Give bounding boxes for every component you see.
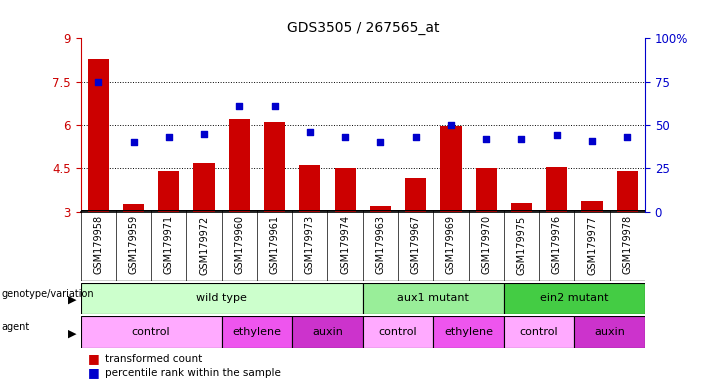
Bar [581,202,603,212]
Text: GSM179958: GSM179958 [93,215,103,275]
Point [410,134,421,140]
Bar [88,59,109,212]
Bar [292,316,363,348]
Point [198,131,210,137]
Text: ■: ■ [88,352,100,365]
Point [481,136,492,142]
Bar [574,316,645,348]
Point [339,134,350,140]
Point [233,103,245,109]
Point [93,79,104,85]
Text: ethylene: ethylene [233,327,282,337]
Bar [511,203,532,212]
Text: ■: ■ [88,366,100,379]
Bar [440,126,461,212]
Text: GSM179969: GSM179969 [446,215,456,274]
Text: ▶: ▶ [68,328,76,338]
Text: aux1 mutant: aux1 mutant [397,293,469,303]
Text: GSM179959: GSM179959 [128,215,139,275]
Text: ethylene: ethylene [444,327,493,337]
Bar [193,162,215,212]
Bar [363,316,433,348]
Bar [546,167,567,212]
Point [269,103,280,109]
Point [587,137,598,144]
Text: GSM179970: GSM179970 [481,215,491,275]
Bar [264,122,285,212]
Text: genotype/variation: genotype/variation [1,289,94,299]
Text: wild type: wild type [196,293,247,303]
Text: GSM179967: GSM179967 [411,215,421,275]
Point [304,129,315,135]
Text: GSM179961: GSM179961 [270,215,280,274]
Bar [222,316,292,348]
Point [516,136,527,142]
Text: control: control [132,327,170,337]
Text: control: control [520,327,559,337]
Text: ein2 mutant: ein2 mutant [540,293,608,303]
Bar [158,171,179,212]
Bar [405,179,426,212]
Point [163,134,175,140]
Text: percentile rank within the sample: percentile rank within the sample [105,368,281,378]
Bar [123,204,144,212]
Bar [363,283,504,314]
Text: control: control [379,327,417,337]
Bar [334,168,355,212]
Bar [476,168,497,212]
Title: GDS3505 / 267565_at: GDS3505 / 267565_at [287,21,439,35]
Point [622,134,633,140]
Text: GSM179974: GSM179974 [340,215,350,275]
Point [128,139,139,146]
Bar [433,316,504,348]
Text: auxin: auxin [312,327,343,337]
Bar [229,119,250,212]
Text: GSM179976: GSM179976 [552,215,562,275]
Point [445,122,456,128]
Text: GSM179975: GSM179975 [517,215,526,275]
Text: GSM179960: GSM179960 [234,215,245,274]
Bar [370,206,391,212]
Point [375,139,386,146]
Point [551,132,562,139]
Bar [617,171,638,212]
Text: GSM179972: GSM179972 [199,215,209,275]
Text: GSM179973: GSM179973 [305,215,315,275]
Text: agent: agent [1,322,29,332]
Bar [504,316,574,348]
Bar [504,283,645,314]
Text: GSM179978: GSM179978 [622,215,632,275]
Text: GSM179963: GSM179963 [376,215,386,274]
Text: ▶: ▶ [68,295,76,305]
Text: GSM179971: GSM179971 [164,215,174,275]
Text: transformed count: transformed count [105,354,203,364]
Text: GSM179977: GSM179977 [587,215,597,275]
Text: auxin: auxin [594,327,625,337]
Bar [81,283,363,314]
Bar [81,316,222,348]
Bar [299,166,320,212]
